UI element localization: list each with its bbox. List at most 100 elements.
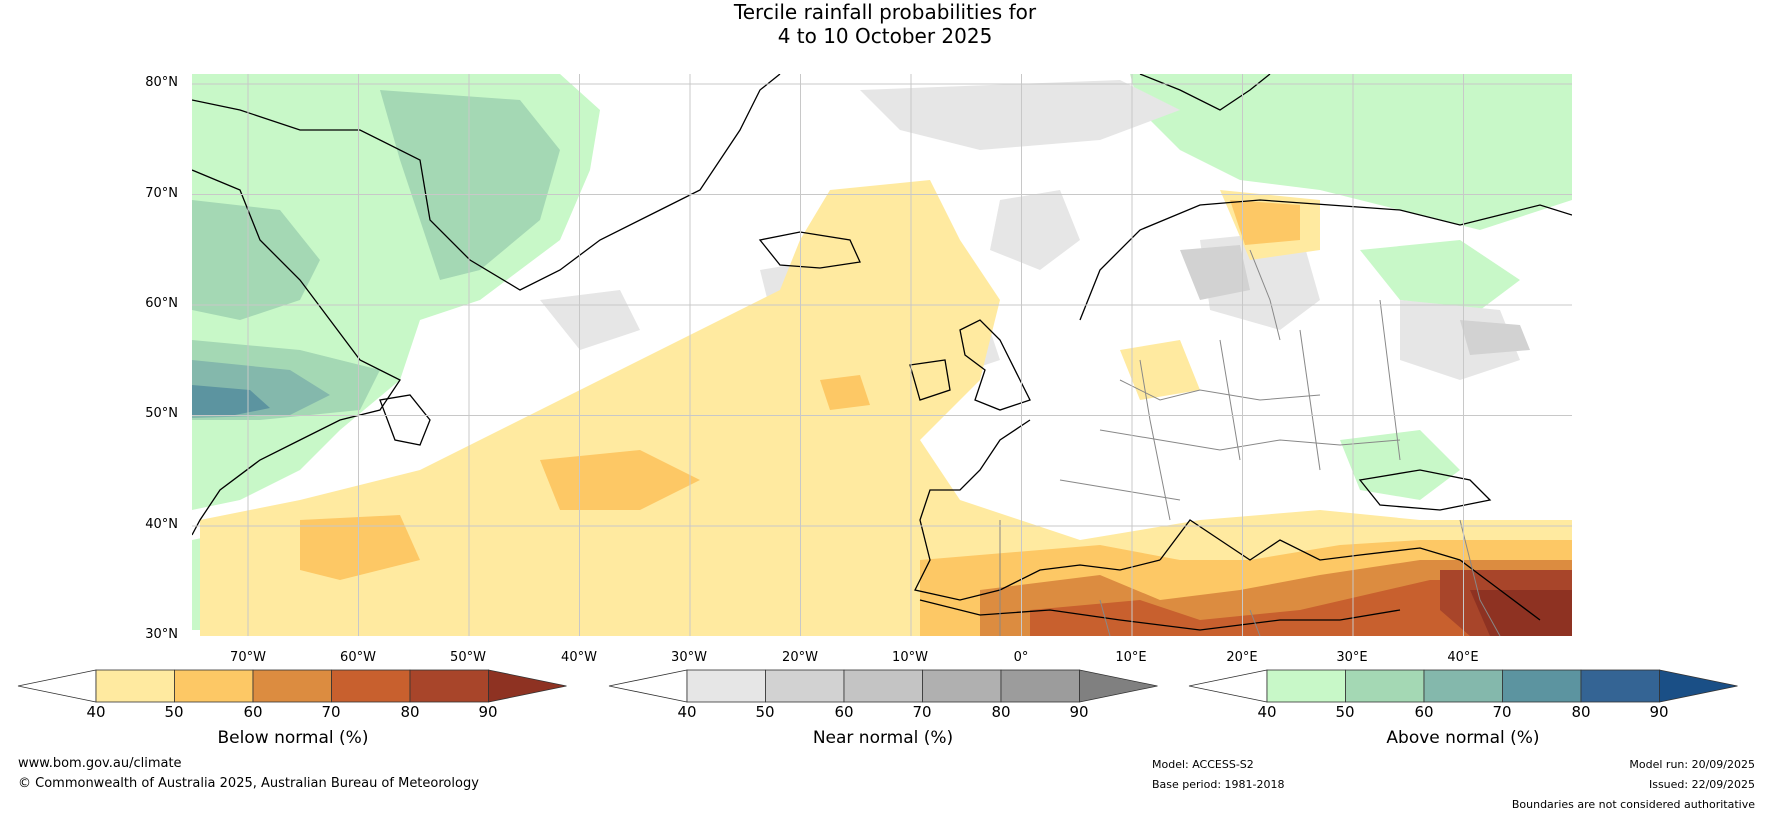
scandinavia-coast [1079,199,1572,321]
below-tick-80: 80 [400,703,420,721]
colorbar-segment [1580,669,1660,703]
below-normal-regions [200,180,1572,636]
colorbar-segment [1502,669,1582,703]
lon-label-20e: 20°E [1226,650,1258,665]
model-text: Model: ACCESS-S2 [1152,758,1254,771]
lon-label-40w: 40°W [561,650,597,665]
colorbar-segment [1345,669,1425,703]
lon-label-10w: 10°W [892,650,928,665]
above-tick-50: 50 [1335,703,1355,721]
colorbar-segment [409,669,489,703]
colorbar-segment [686,669,766,703]
near-normal-area [860,80,1180,150]
lon-label-30e: 30°E [1336,650,1368,665]
near-tick-50: 50 [755,703,775,721]
lon-label-20w: 20°W [782,650,818,665]
colorbar-segment [331,669,411,703]
above-normal-area [1340,430,1460,500]
colorbar-high-extension [1659,669,1738,703]
colorbar-above-normal [1188,669,1738,703]
colorbar-low-extension [608,669,688,703]
below-normal-area [200,180,1572,636]
mediterranean-coast [1159,519,1541,621]
country-borders [999,249,1501,636]
below-normal-label: Below normal (%) [217,728,369,748]
colorbar-segment [252,669,332,703]
lon-label-30w: 30°W [671,650,707,665]
lon-label-70w: 70°W [230,650,266,665]
disclaimer-text: Boundaries are not considered authoritat… [1511,798,1755,811]
colorbar-high-extension [488,669,567,703]
colorbar-segment [1266,669,1346,703]
title-line-1: Tercile rainfall probabilities for [733,0,1037,24]
model-run-text: Model run: 20/09/2025 [1629,758,1755,771]
lon-label-40e: 40°E [1447,650,1479,665]
website-text: www.bom.gov.au/climate [18,756,182,771]
below-normal-area [1230,200,1300,245]
map-title: Tercile rainfall probabilities for 4 to … [0,0,1770,48]
near-normal-area [990,190,1080,270]
near-tick-80: 80 [991,703,1011,721]
below-tick-70: 70 [321,703,341,721]
above-normal-area [192,200,320,320]
base-period-text: Base period: 1981-2018 [1152,778,1285,791]
near-normal-label: Near normal (%) [812,728,954,748]
lat-label-80: 80°N [145,75,178,90]
lon-label-50w: 50°W [450,650,486,665]
europe-west-coast [914,419,1161,601]
colorbar-segment [95,669,175,703]
colorbar-segment [843,669,923,703]
below-tick-90: 90 [478,703,498,721]
colorbar-near-normal [608,669,1158,703]
above-normal-area [1360,240,1520,310]
above-tick-70: 70 [1492,703,1512,721]
above-normal-area [192,385,270,416]
near-tick-40: 40 [677,703,697,721]
colorbar-low-extension [17,669,97,703]
below-tick-40: 40 [86,703,106,721]
svalbard-coast [1139,74,1271,111]
graticule [192,74,1572,636]
below-normal-area [1470,590,1572,636]
black-sea-coast [1358,469,1492,511]
below-normal-area [820,375,870,410]
above-normal-area [380,90,560,280]
greenland-coast [192,74,781,291]
lat-label-50: 50°N [145,406,178,421]
colorbar-low-extension [1188,669,1268,703]
colorbar-segment [922,669,1002,703]
colorbar-segment [174,669,254,703]
lon-label-60w: 60°W [340,650,376,665]
near-tick-90: 90 [1069,703,1089,721]
above-tick-80: 80 [1571,703,1591,721]
colorbar-segment [765,669,845,703]
above-normal-area [1130,74,1572,230]
newfoundland-coast [379,394,431,446]
below-normal-area [300,515,420,580]
near-tick-60: 60 [834,703,854,721]
title-line-2: 4 to 10 October 2025 [777,24,993,48]
below-tick-50: 50 [164,703,184,721]
above-normal-label: Above normal (%) [1386,728,1540,748]
lat-label-70: 70°N [145,186,178,201]
below-normal-area [1120,340,1200,400]
ireland-coast [909,359,951,401]
copyright-text: © Commonwealth of Australia 2025, Austra… [18,776,479,791]
north-africa-coast [919,599,1401,631]
colorbar-segment [1000,669,1080,703]
near-normal-area [1400,300,1520,380]
near-normal-area [1460,320,1530,355]
colorbar-segment [1423,669,1503,703]
near-normal-area [1180,245,1250,300]
colorbar-high-extension [1079,669,1158,703]
above-tick-60: 60 [1414,703,1434,721]
britain-coast [959,319,1031,411]
below-normal-area [1030,580,1572,636]
lat-label-30: 30°N [145,627,178,642]
lat-label-40: 40°N [145,517,178,532]
above-normal-regions [192,74,1572,630]
above-tick-40: 40 [1257,703,1277,721]
canada-coast [192,169,401,536]
